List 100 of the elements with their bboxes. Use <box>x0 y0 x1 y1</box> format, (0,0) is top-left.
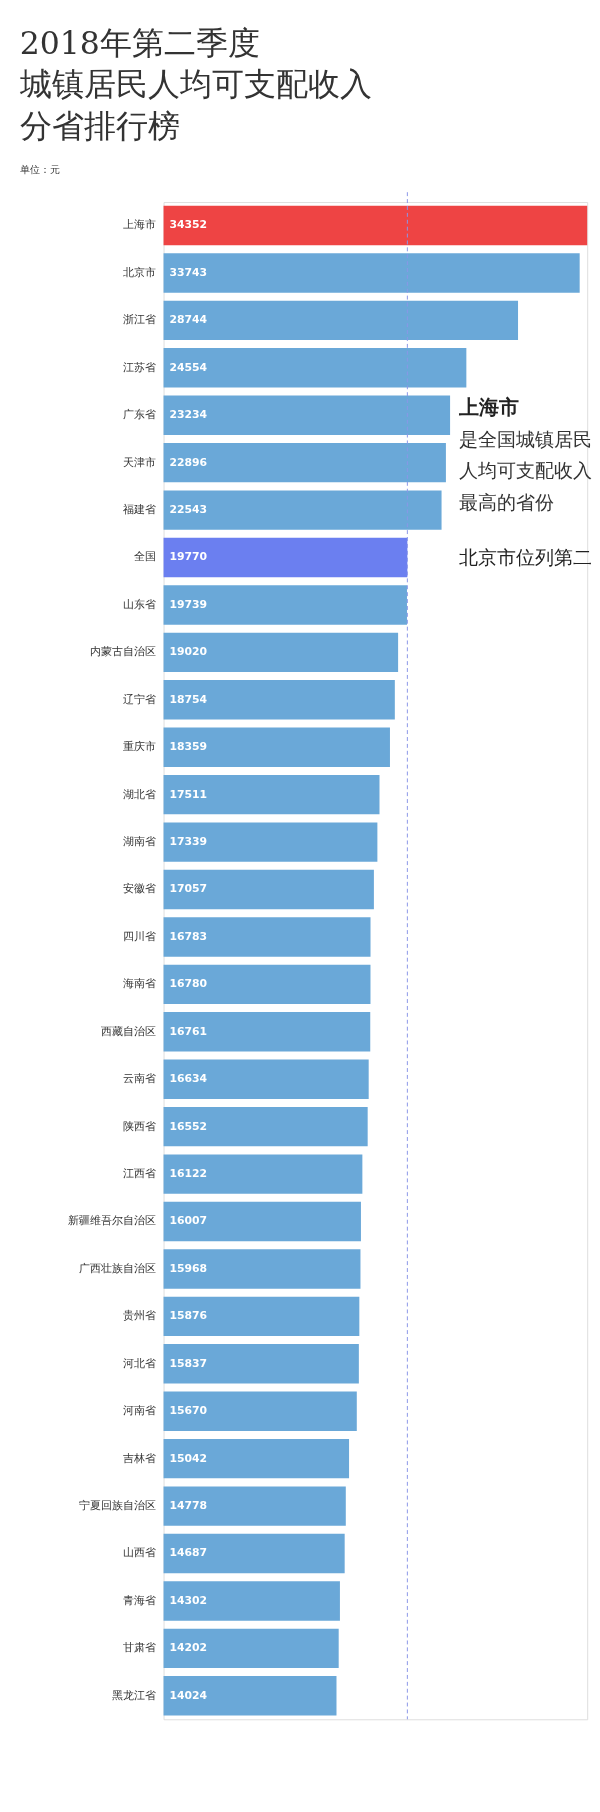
text: 单位：元 <box>19 163 60 175</box>
y-tick-label: 江西省 <box>123 1167 157 1181</box>
data-label: 18359 <box>169 740 208 754</box>
data-label: 22896 <box>169 455 208 469</box>
data-label: 15876 <box>169 1309 208 1323</box>
y-tick-label: 河北省 <box>123 1356 157 1370</box>
bar <box>163 442 446 483</box>
y-tick-label: 全国 <box>134 550 157 564</box>
bar <box>163 1059 369 1099</box>
data-label: 15968 <box>169 1261 208 1275</box>
data-label: 14778 <box>169 1499 208 1513</box>
bar <box>163 300 519 341</box>
data-label: 15670 <box>169 1404 208 1418</box>
bar <box>163 585 407 625</box>
bar <box>163 490 442 530</box>
data-label: 14202 <box>169 1641 208 1655</box>
bar <box>163 1249 361 1289</box>
y-tick-label: 新疆维吾尔自治区 <box>68 1214 157 1228</box>
y-tick-label: 西藏自治区 <box>101 1024 157 1038</box>
y-tick-label: 湖南省 <box>123 835 157 849</box>
y-tick-label: 湖北省 <box>123 787 157 801</box>
data-label: 28744 <box>169 313 208 327</box>
text: 2018年第二季度 <box>19 24 260 61</box>
y-tick-label: 吉林省 <box>123 1451 157 1465</box>
bar <box>163 917 371 957</box>
data-label: 16634 <box>169 1072 208 1086</box>
bar <box>163 964 371 1005</box>
y-tick-label: 重庆市 <box>123 740 157 754</box>
y-tick-label: 上海市 <box>123 218 157 232</box>
y-tick-label: 云南省 <box>123 1072 157 1086</box>
bar <box>163 1106 368 1147</box>
data-label: 19020 <box>169 645 208 659</box>
bar <box>163 1438 350 1479</box>
y-tick-label: 广东省 <box>123 408 157 422</box>
y-tick-label: 安徽省 <box>123 882 157 896</box>
bar <box>163 1154 363 1194</box>
y-tick-label: 广西壮族自治区 <box>79 1261 157 1275</box>
bar <box>163 869 374 910</box>
data-label: 16122 <box>169 1167 208 1181</box>
data-label: 16783 <box>169 929 208 943</box>
y-tick-label: 贵州省 <box>123 1309 157 1323</box>
bar <box>163 1486 346 1526</box>
data-label: 16780 <box>169 977 208 991</box>
bar <box>163 727 390 767</box>
bar <box>163 348 467 388</box>
y-tick-label: 浙江省 <box>123 313 157 327</box>
annotation: 上海市 <box>458 396 520 420</box>
bar <box>163 1344 359 1384</box>
y-tick-label: 甘肃省 <box>123 1641 157 1655</box>
bar <box>163 774 380 815</box>
bar <box>163 205 588 246</box>
data-label: 17339 <box>169 835 208 849</box>
text: 分省排行榜 <box>19 107 180 144</box>
data-label: 18754 <box>169 692 208 706</box>
y-tick-label: 四川省 <box>123 929 157 943</box>
text: 城镇居民人均可支配收入 <box>19 66 372 103</box>
data-label: 16007 <box>169 1214 208 1228</box>
data-label: 15042 <box>169 1451 208 1465</box>
bar <box>163 1676 337 1716</box>
y-tick-label: 宁夏回族自治区 <box>79 1499 157 1513</box>
y-tick-label: 北京市 <box>123 265 157 279</box>
bar <box>163 395 451 435</box>
bar <box>163 1296 360 1337</box>
y-tick-label: 海南省 <box>123 977 157 991</box>
data-label: 24554 <box>169 360 208 374</box>
y-tick-label: 福建省 <box>123 503 157 517</box>
data-label: 19770 <box>169 550 208 564</box>
bar <box>163 632 399 673</box>
data-label: 22543 <box>169 503 208 517</box>
y-tick-label: 河南省 <box>123 1404 157 1418</box>
data-label: 14302 <box>169 1593 208 1607</box>
y-tick-label: 辽宁省 <box>123 692 157 706</box>
y-tick-label: 天津市 <box>123 455 157 469</box>
data-label: 14687 <box>169 1546 208 1560</box>
bar <box>163 253 580 293</box>
data-label: 15837 <box>169 1356 208 1370</box>
bar <box>163 1628 339 1669</box>
bar <box>163 537 408 578</box>
data-label: 16552 <box>169 1119 208 1133</box>
bar <box>163 680 395 720</box>
y-tick-label: 山东省 <box>123 597 157 611</box>
y-tick-label: 青海省 <box>123 1593 157 1607</box>
bar <box>163 822 378 862</box>
y-tick-label: 江苏省 <box>123 360 157 374</box>
data-label: 17057 <box>169 882 208 896</box>
data-label: 17511 <box>169 787 208 801</box>
bar <box>163 1533 345 1574</box>
y-tick-label: 黑龙江省 <box>112 1688 157 1702</box>
data-label: 33743 <box>169 265 208 279</box>
bar <box>163 1391 357 1431</box>
data-label: 14024 <box>169 1688 208 1702</box>
bar <box>163 1012 371 1052</box>
annotation: 北京市位列第二 <box>459 546 593 568</box>
y-tick-label: 内蒙古自治区 <box>90 645 157 659</box>
y-tick-label: 山西省 <box>123 1546 157 1560</box>
data-label: 34352 <box>169 218 208 232</box>
data-label: 19739 <box>169 597 208 611</box>
bar <box>163 1581 340 1621</box>
data-label: 23234 <box>169 408 208 422</box>
y-tick-label: 陕西省 <box>123 1119 157 1133</box>
